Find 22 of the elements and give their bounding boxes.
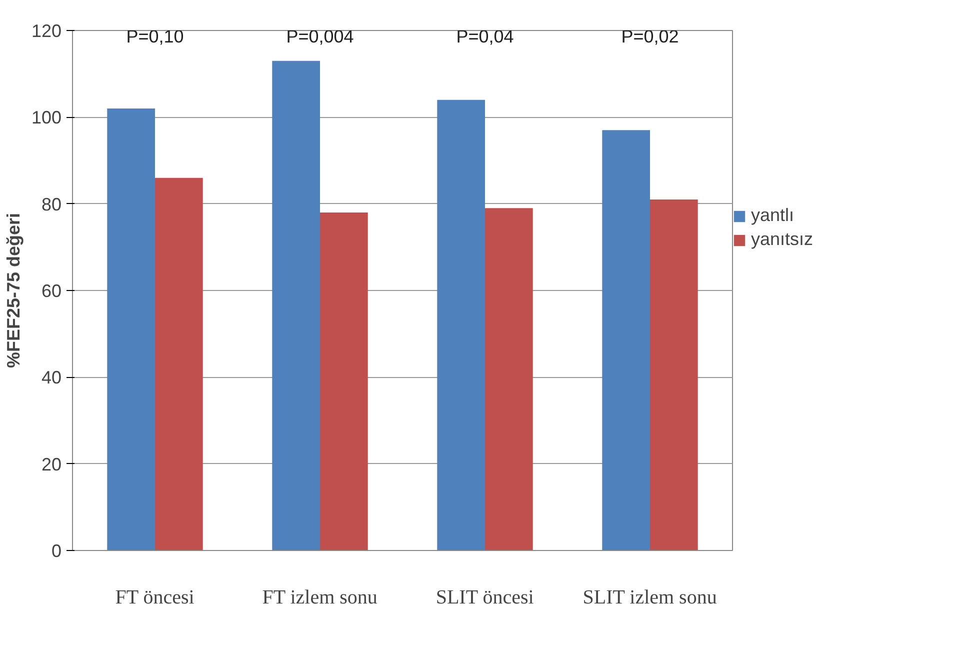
y-tick-label: 100 — [31, 108, 62, 128]
bar — [437, 100, 485, 550]
y-tick-label: 0 — [51, 541, 62, 561]
y-tick-label: 20 — [41, 454, 62, 474]
y-axis-title: %FEF25-75 değeri — [3, 212, 24, 368]
legend-label: yantlı — [751, 205, 794, 226]
bar — [485, 208, 533, 550]
y-tick-label: 80 — [41, 194, 62, 214]
x-tick-label: SLIT izlem sonu — [582, 586, 717, 608]
legend-label: yanıtsız — [751, 229, 814, 250]
bar — [320, 212, 368, 550]
bar — [602, 130, 650, 550]
bar — [107, 108, 155, 550]
x-tick-label: FT öncesi — [115, 586, 195, 608]
x-tick-label: SLIT öncesi — [436, 586, 534, 608]
bar — [650, 200, 698, 550]
y-tick-label: 60 — [41, 281, 62, 301]
x-tick-label: FT izlem sonu — [262, 586, 378, 608]
bar — [272, 60, 320, 550]
y-tick-label: 120 — [31, 21, 62, 41]
bar — [155, 178, 203, 550]
y-tick-label: 40 — [41, 368, 62, 388]
